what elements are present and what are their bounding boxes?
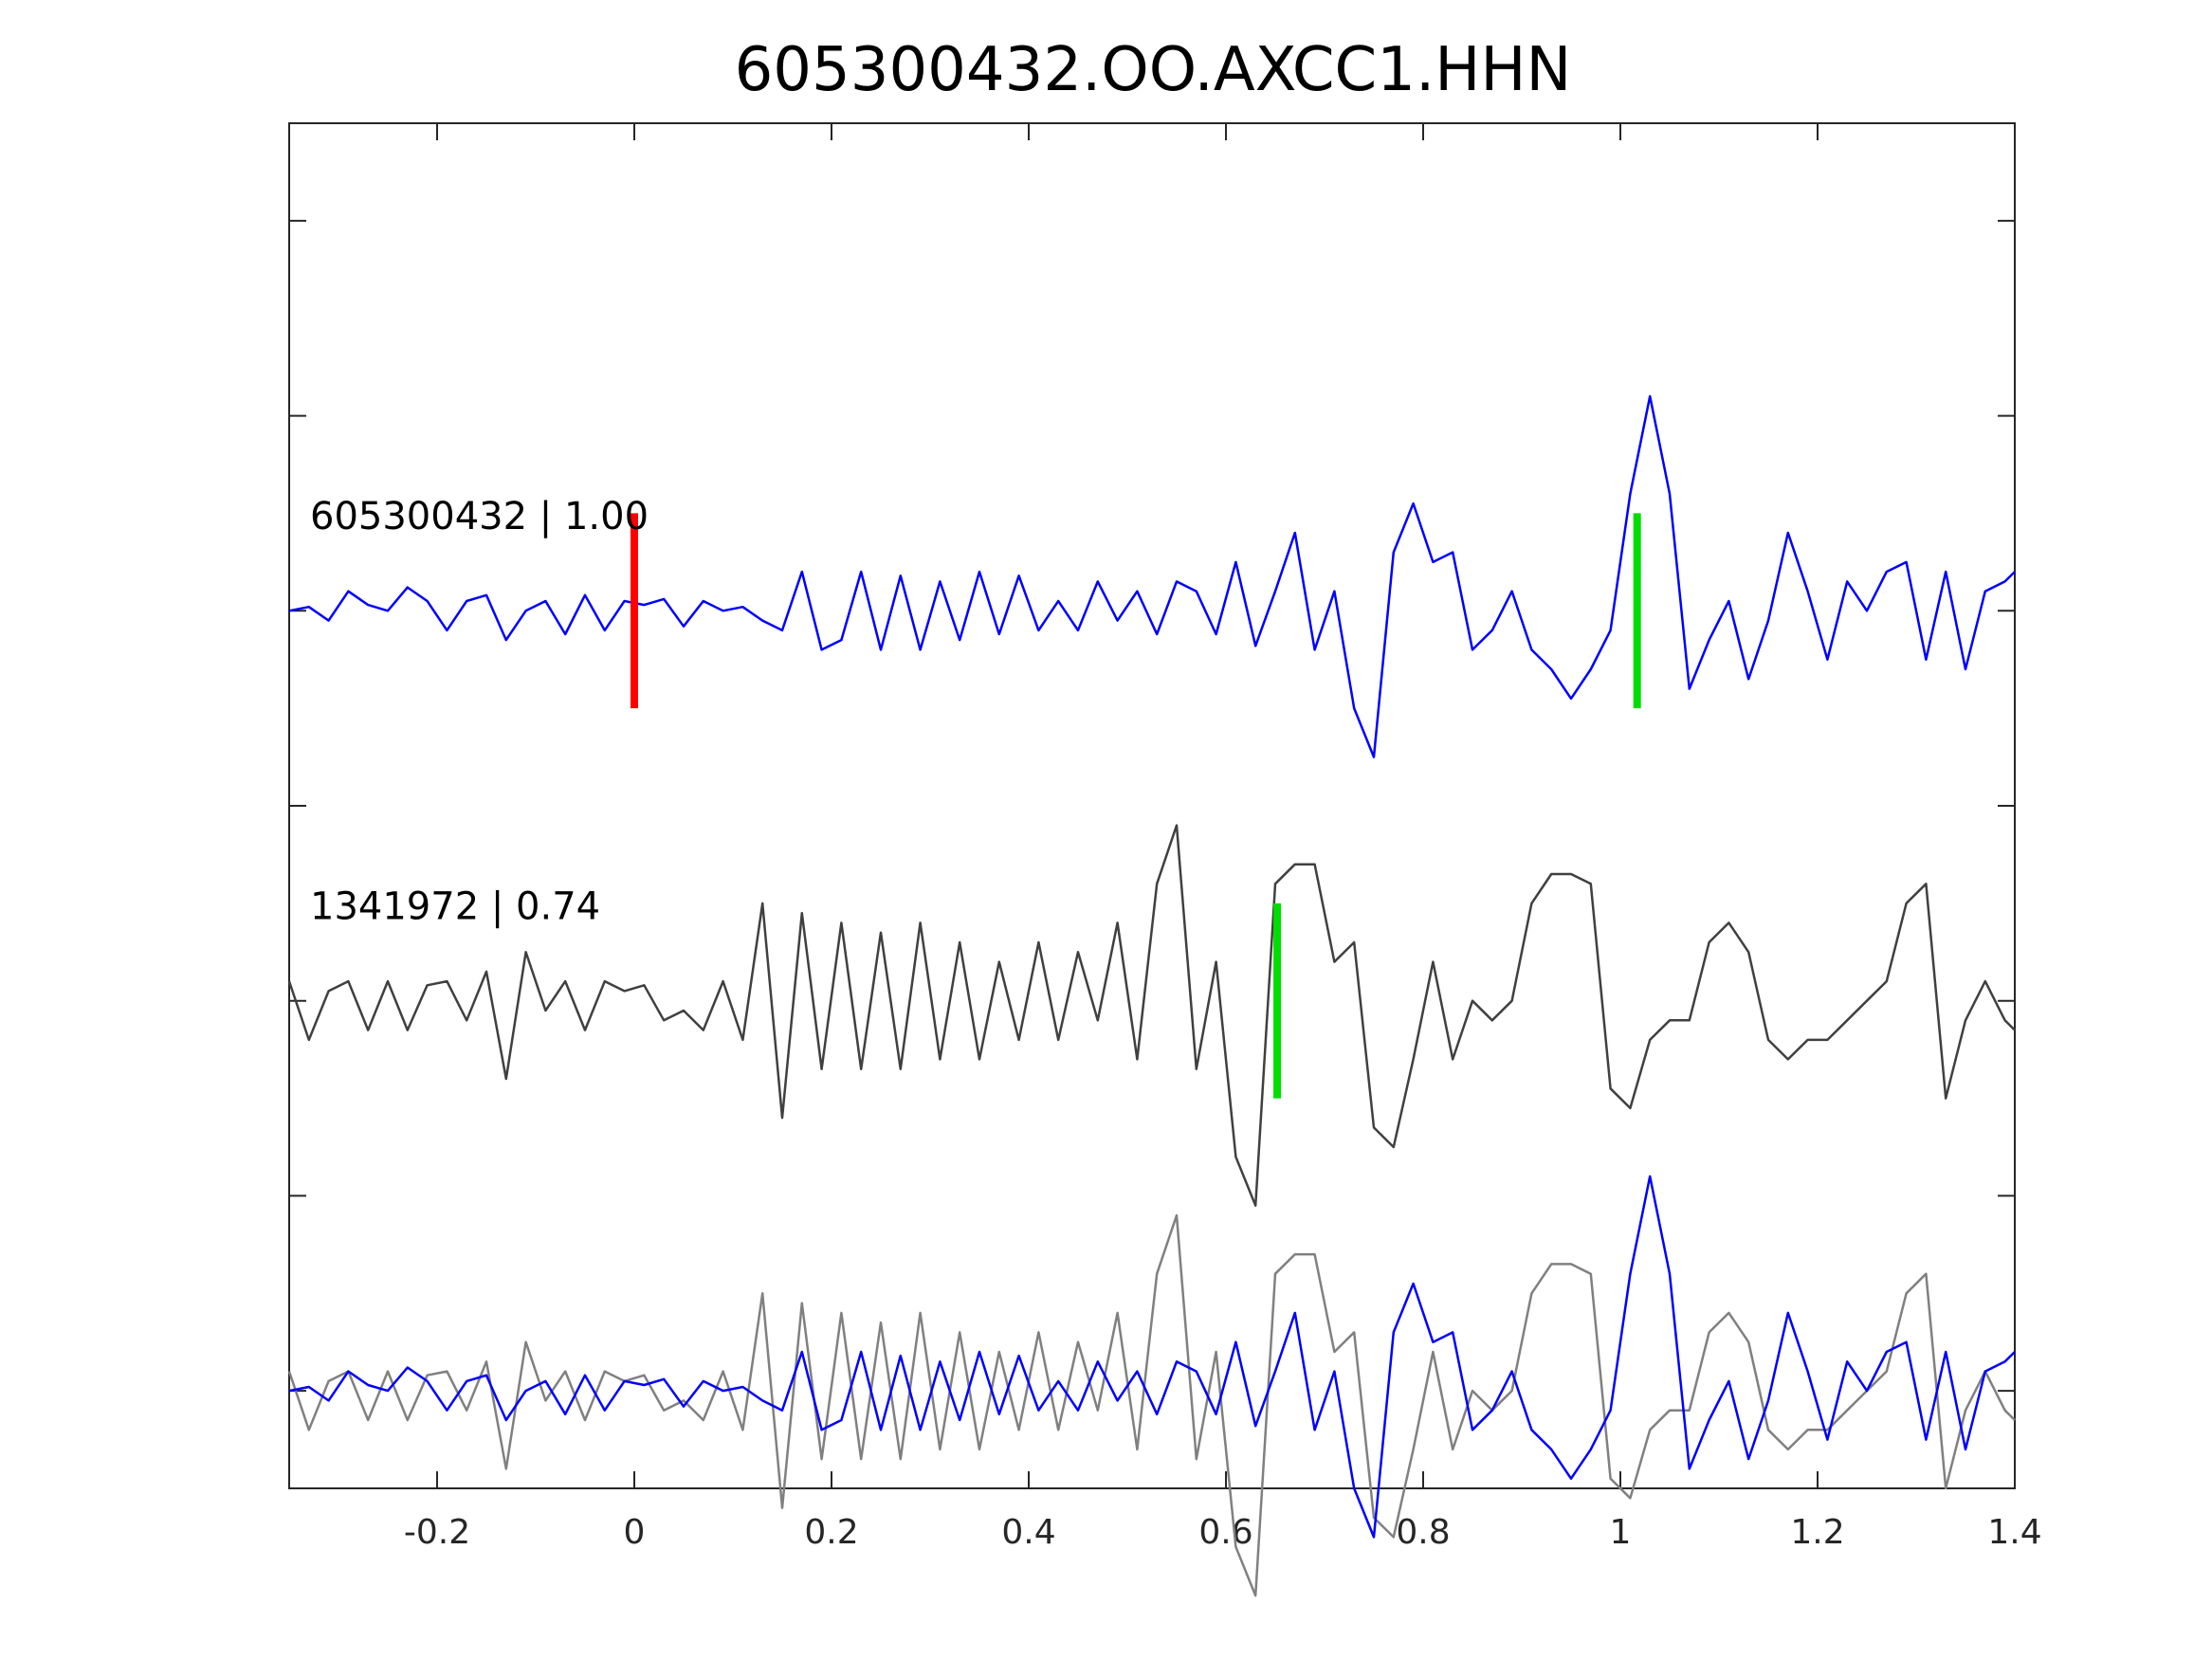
x-tick-label: 1.2 <box>1790 1513 1844 1552</box>
trace-label-1: 1341972 | 0.74 <box>310 884 600 928</box>
x-tick-label: 0.4 <box>1001 1513 1055 1552</box>
plot-axes: -0.2 0 0.2 0.4 0.6 0.8 1 1.2 1.4 <box>288 122 2042 1552</box>
trace-label-0: 605300432 | 1.00 <box>310 495 649 538</box>
overlay-trace-605300432 <box>288 1175 2016 1539</box>
chart-title: 605300432.OO.AXCC1.HHN <box>735 35 1572 105</box>
x-tick-label: 0.6 <box>1198 1513 1252 1552</box>
trace-labels: 605300432 | 1.00 1341972 | 0.74 <box>310 495 649 928</box>
x-axis-ticks: -0.2 0 0.2 0.4 0.6 0.8 1 1.2 1.4 <box>404 123 2042 1552</box>
trace-line-0 <box>288 394 2016 758</box>
overlay-trace-1341972 <box>287 1213 2016 1597</box>
x-tick-label: 0.8 <box>1396 1513 1450 1552</box>
plot-content <box>287 394 2016 1597</box>
y-axis-ticks <box>289 219 2015 1393</box>
x-tick-label: 0.2 <box>804 1513 858 1552</box>
trace-line-1 <box>287 824 2016 1207</box>
x-tick-label: 1 <box>1610 1513 1632 1552</box>
x-tick-label: 1.4 <box>1987 1513 2041 1552</box>
x-tick-label: -0.2 <box>404 1513 470 1552</box>
x-tick-label: 0 <box>624 1513 646 1552</box>
